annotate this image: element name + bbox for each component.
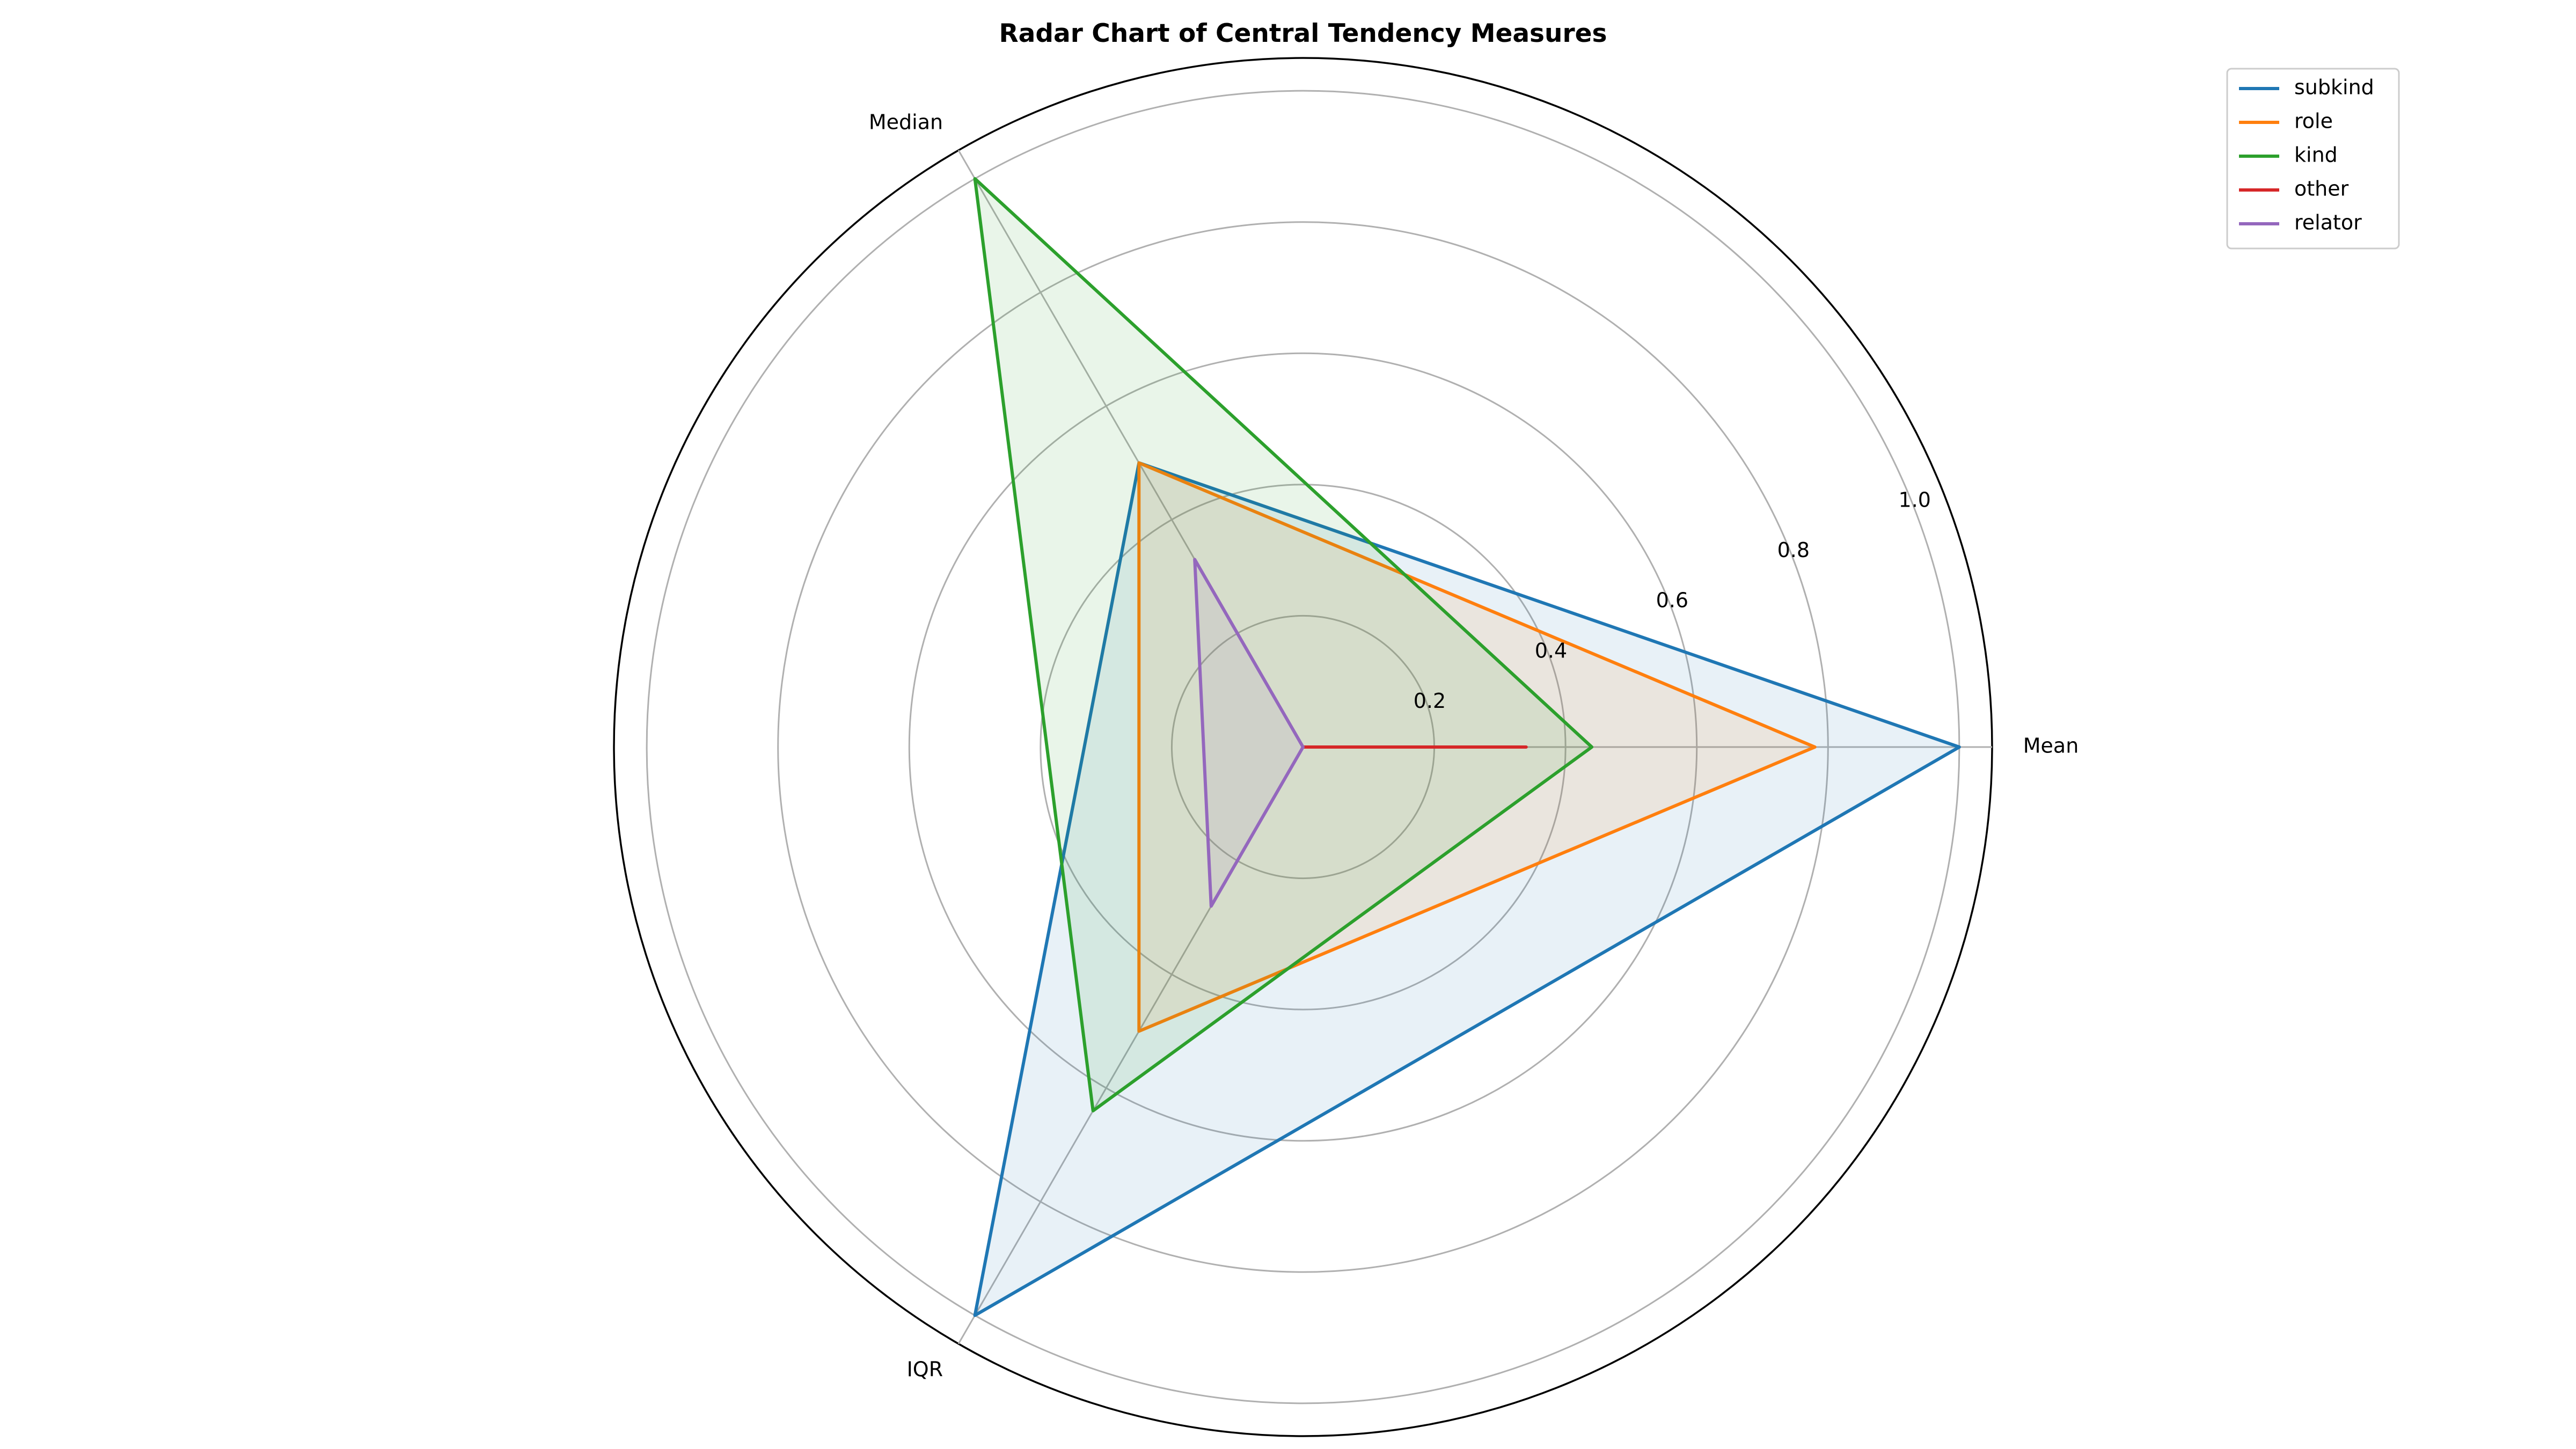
r-tick-label-5: 1.0 <box>1899 488 1931 512</box>
legend-label-other: other <box>2294 177 2349 201</box>
series-subkind-line <box>973 461 1961 1317</box>
legend-frame <box>2226 68 2400 250</box>
chart-title: Radar Chart of Central Tendency Measures <box>999 19 1607 48</box>
legend-entries: subkind role kind other relator <box>2239 76 2374 235</box>
legend-label-subkind: subkind <box>2294 76 2374 99</box>
axis-label-iqr: IQR <box>907 1358 943 1381</box>
series-kind-line <box>973 177 1594 1113</box>
series-kind-fill <box>975 179 1592 1111</box>
legend-label-kind: kind <box>2294 143 2338 167</box>
axis-label-median: Median <box>869 110 943 134</box>
r-tick-label-1: 0.2 <box>1414 689 1446 713</box>
r-tick-label-4: 0.8 <box>1777 538 1810 562</box>
r-tick-label-2: 0.4 <box>1535 639 1567 662</box>
axis-labels: Mean Median IQR <box>869 110 2079 1381</box>
axis-label-mean: Mean <box>2023 734 2079 758</box>
r-tick-labels: 0.2 0.4 0.6 0.8 1.0 <box>1414 488 1931 713</box>
r-tick-label-3: 0.6 <box>1656 589 1688 612</box>
legend-label-role: role <box>2294 109 2333 133</box>
legend: subkind role kind other relator <box>2226 68 2400 250</box>
legend-label-relator: relator <box>2294 211 2362 235</box>
series-relator-fill <box>1195 559 1303 906</box>
series-subkind-fill <box>975 463 1959 1315</box>
series-role-line <box>1137 461 1817 1033</box>
series-relator-line <box>1193 558 1305 908</box>
series-layer <box>973 177 1961 1317</box>
